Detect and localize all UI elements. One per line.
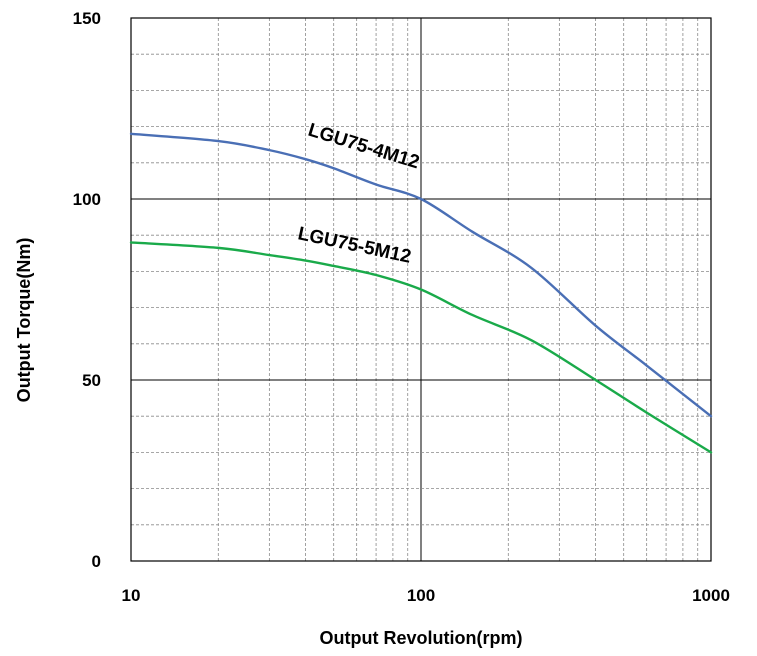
x-tick-label: 100 [407, 586, 435, 605]
grid [130, 17, 712, 562]
y-tick-label: 50 [82, 371, 101, 390]
x-tick-label: 1000 [692, 586, 730, 605]
x-tick-label: 10 [122, 586, 141, 605]
y-tick-label: 100 [73, 190, 101, 209]
y-axis-label: Output Torque(Nm) [14, 238, 34, 403]
y-tick-label: 0 [92, 552, 101, 571]
series-layer [129, 132, 713, 454]
series-line-2 [129, 241, 713, 454]
series-line-1 [129, 132, 713, 418]
x-axis-label: Output Revolution(rpm) [320, 628, 523, 648]
plot-frame [130, 17, 712, 562]
y-tick-label: 150 [73, 9, 101, 28]
